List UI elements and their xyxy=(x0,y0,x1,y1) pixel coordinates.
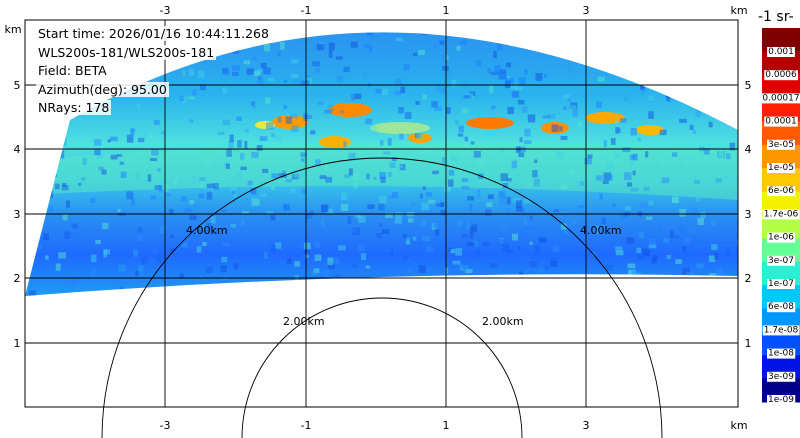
colorbar-label: 3e-05 xyxy=(768,140,794,150)
field-name: Field: BETA xyxy=(36,63,109,78)
colorbar-swatch xyxy=(762,168,800,193)
colorbar-title: -1 sr- xyxy=(758,9,794,25)
colorbar-swatch xyxy=(762,144,800,169)
ring-label-4km-left: 4.00km xyxy=(186,224,228,237)
x-tick-top: 3 xyxy=(583,4,590,17)
scan-info: Start time: 2026/01/16 10:44:11.268 WLS2… xyxy=(36,25,271,118)
y-tick-right: 1 xyxy=(745,337,752,350)
y-unit-left: km xyxy=(4,23,21,36)
colorbar-label-bg xyxy=(764,70,799,81)
colorbar-label: 1.7e-08 xyxy=(764,325,799,335)
colorbar-label-bg xyxy=(762,325,800,336)
colorbar-label: 0.0006 xyxy=(765,70,797,80)
y-tick-left: 3 xyxy=(14,208,21,221)
colorbar-label: 3e-07 xyxy=(768,256,794,266)
colorbar: 0.001 0.0006 0.00017 0.0001 3e-05 1e-05 6e-06 1… xyxy=(761,28,800,405)
colorbar-label-bg xyxy=(767,371,796,382)
start-time: Start time: 2026/01/16 10:44:11.268 xyxy=(36,26,271,41)
x-tick-bottom: -1 xyxy=(301,419,312,432)
x-tick-bottom: 3 xyxy=(583,419,590,432)
colorbar-label-bg xyxy=(762,209,800,220)
range-rings xyxy=(101,157,663,438)
colorbar-label: 1.7e-06 xyxy=(764,209,799,219)
y-tick-right: 4 xyxy=(745,143,752,156)
colorbar-label-bg xyxy=(767,302,796,313)
colorbar-label: 1e-06 xyxy=(768,233,794,243)
y-tick-left: 1 xyxy=(14,337,21,350)
y-tick-right: 3 xyxy=(745,208,752,221)
colorbar-label-bg xyxy=(764,116,798,127)
ring-label-2km-right: 2.00km xyxy=(482,315,524,328)
x-unit-bottom: km xyxy=(730,419,747,432)
y-tick-right: 2 xyxy=(745,272,752,285)
y-tick-left: 5 xyxy=(14,79,21,92)
colorbar-label-bg xyxy=(767,139,795,150)
colorbar-label-bg xyxy=(767,348,796,359)
colorbar-label: 1e-09 xyxy=(768,395,794,405)
colorbar-label: 6e-08 xyxy=(768,302,794,312)
colorbar-label: 1e-05 xyxy=(768,163,794,173)
azimuth: Azimuth(deg): 95.00 xyxy=(36,81,169,97)
ring-label-4km-right: 4.00km xyxy=(580,224,622,237)
y-tick-left: 4 xyxy=(14,143,21,156)
x-tick-top: 1 xyxy=(443,4,450,17)
colorbar-swatch xyxy=(762,74,800,99)
nrays: NRays: 178 xyxy=(36,100,112,115)
colorbar-label-bg xyxy=(767,186,796,197)
x-tick-top: -3 xyxy=(160,4,171,17)
colorbar-label: 1e-07 xyxy=(768,279,794,289)
colorbar-label: 0.00017 xyxy=(762,93,799,103)
y-tick-left: 2 xyxy=(14,272,21,285)
colorbar-swatch xyxy=(762,98,800,122)
colorbar-swatch xyxy=(762,28,800,52)
colorbar-label-bg xyxy=(767,47,795,57)
colorbar-label-bg xyxy=(767,279,795,289)
colorbar-label-bg xyxy=(767,232,796,243)
colorbar-label: 0.001 xyxy=(768,47,794,57)
aerosol-layer xyxy=(255,103,664,148)
ring-label-2km-left: 2.00km xyxy=(283,315,325,328)
colorbar-swatch xyxy=(762,51,800,76)
colorbar-label-bg xyxy=(767,255,795,266)
colorbar-label: 1e-08 xyxy=(768,349,794,359)
plot-frame xyxy=(24,19,739,408)
colorbar-label: 0.0001 xyxy=(765,117,797,127)
x-tick-bottom: -3 xyxy=(160,419,171,432)
y-tick-right: 5 xyxy=(745,79,752,92)
x-tick-top: -1 xyxy=(301,4,312,17)
x-tick-bottom: 1 xyxy=(443,419,450,432)
colorbar-label: 3e-09 xyxy=(768,372,794,382)
x-unit-top: km xyxy=(730,4,747,17)
instrument-name: WLS200s-181/WLS200s-181 xyxy=(36,44,217,60)
colorbar-label-bg xyxy=(767,395,796,405)
colorbar-label: 6e-06 xyxy=(768,186,794,196)
colorbar-label-bg xyxy=(767,163,795,173)
colorbar-swatch xyxy=(762,121,800,146)
colorbar-label-bg xyxy=(761,93,800,104)
